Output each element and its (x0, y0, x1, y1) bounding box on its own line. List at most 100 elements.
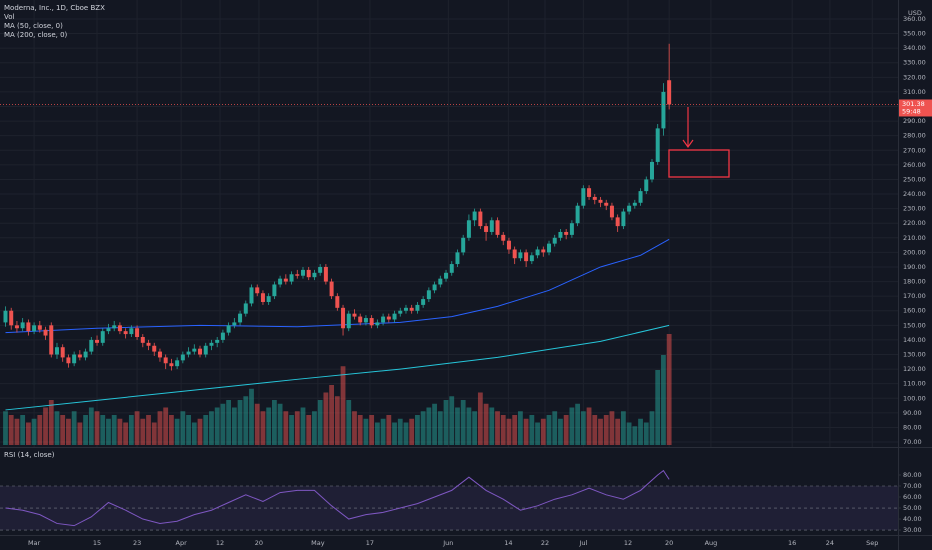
volume-bar (140, 418, 146, 445)
volume-bar (111, 415, 117, 445)
current-price-box (899, 99, 932, 117)
volume-bar (426, 407, 432, 445)
candle-body (649, 161, 654, 180)
candle-body (249, 287, 254, 304)
volume-bar (289, 415, 294, 445)
volume-bar (586, 407, 592, 445)
volume-bar (191, 422, 197, 445)
volume-bar (31, 418, 37, 445)
candle-body (318, 266, 323, 273)
candle-body (329, 281, 334, 297)
candle-body (529, 255, 534, 262)
candle-body (54, 347, 59, 355)
x-tick-label: Aug (705, 539, 718, 547)
y-tick-label: 70.00 (903, 438, 922, 446)
candle-body (278, 278, 283, 285)
candle-body (455, 252, 460, 265)
volume-bar (626, 422, 632, 445)
candle-body (369, 318, 374, 326)
candle-body (552, 237, 557, 244)
volume-bar (489, 407, 495, 445)
y-tick-label: 340.00 (903, 44, 926, 52)
rsi-tick-label: 40.00 (903, 515, 922, 523)
volume-bar (317, 400, 323, 445)
marks (0, 43, 898, 531)
candle-body (501, 234, 506, 241)
volume-bar (151, 422, 157, 445)
volume-bar (403, 422, 409, 445)
candle-body (180, 354, 185, 361)
candle-body (20, 322, 25, 329)
candle-body (14, 325, 19, 329)
y-tick-label: 80.00 (903, 423, 922, 431)
volume-bar (432, 403, 437, 445)
candle-body (484, 226, 489, 232)
candle-body (215, 339, 220, 343)
candle-body (375, 322, 380, 326)
volume-bar (483, 403, 489, 445)
current-price-label: 301.38 (902, 100, 925, 108)
chart-title: Moderna, Inc., 1D, Cboe BZX (4, 4, 105, 12)
candle-body (72, 354, 77, 364)
volume-bar (294, 411, 300, 445)
countdown-label: 59:48 (902, 107, 921, 115)
candle-body (564, 231, 569, 235)
candle-body (83, 351, 88, 358)
candle-body (392, 313, 397, 320)
volume-bar (3, 411, 8, 445)
x-tick-label: 12 (216, 539, 224, 547)
candle-body (255, 287, 260, 294)
volume-bar (460, 400, 466, 445)
x-tick-label: 15 (93, 539, 101, 547)
volume-bar (397, 418, 403, 445)
candle-body (112, 325, 117, 329)
candle-body (381, 316, 386, 323)
volume-bar (449, 396, 455, 445)
volume-bar (231, 407, 237, 445)
candle-body (123, 331, 128, 335)
y-tick-label: 130.00 (903, 351, 926, 359)
candle-body (266, 296, 271, 302)
volume-bar (14, 418, 20, 445)
volume-bar (214, 407, 220, 445)
volume-bar (180, 411, 186, 445)
candle-body (449, 264, 454, 273)
volume-bar (266, 407, 272, 445)
candle-body (621, 211, 626, 227)
volume-bar (334, 396, 340, 445)
annotation-box (668, 149, 730, 178)
y-tick-label: 290.00 (903, 117, 926, 125)
candle-body (3, 310, 8, 323)
candle-body (341, 307, 346, 329)
x-tick-label: 12 (624, 539, 632, 547)
volume-bar (409, 418, 415, 445)
candle-body (106, 328, 111, 332)
candle-body (66, 357, 71, 364)
candle-body (295, 274, 300, 276)
volume-bar (620, 411, 626, 445)
volume-bar (420, 411, 426, 445)
volume-bar (392, 422, 397, 445)
volume-bar (157, 411, 163, 445)
volume-bar (632, 426, 638, 445)
volume-bar (283, 411, 289, 445)
volume-bar (540, 418, 546, 445)
legend-volume: Vol (4, 13, 15, 21)
y-tick-label: 360.00 (903, 15, 926, 23)
currency-label: USD (908, 9, 922, 17)
candle-body (541, 249, 546, 253)
volume-bar (254, 403, 260, 445)
axes: 70.00 80.00 90.00 100.00 110.00 120.00 130.00 1… (28, 15, 932, 547)
volume-bar (66, 418, 71, 445)
candle-body (644, 179, 649, 192)
volume-bar (615, 418, 621, 445)
volume-bar (60, 415, 66, 445)
candle-body (632, 202, 637, 206)
candle-body (363, 318, 368, 323)
y-tick-label: 140.00 (903, 336, 926, 344)
volume-bar (437, 411, 443, 445)
x-tick-label: Jun (442, 539, 453, 547)
volume-bar (523, 418, 529, 445)
candle-body (232, 322, 237, 326)
